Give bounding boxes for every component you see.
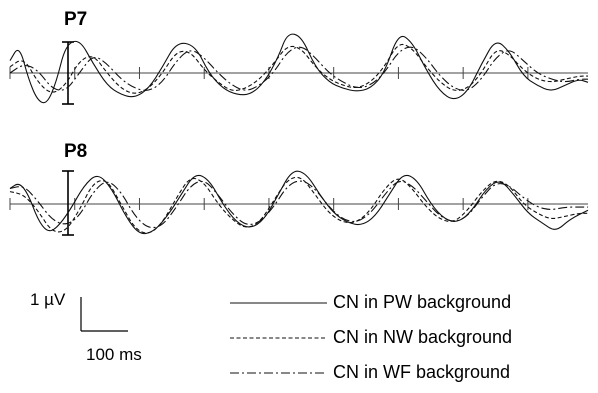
- legend-entry-label: CN in WF background: [333, 362, 510, 382]
- scale-bar-voltage-label: 1 µV: [30, 290, 66, 309]
- panel-title-p8: P8: [64, 141, 87, 162]
- panel-title-p7: P7: [64, 9, 87, 30]
- waveform-p7-dashed: [9, 43, 588, 94]
- waveform-p7-dash-dot: [9, 46, 588, 91]
- waveform-p8-solid: [9, 170, 589, 235]
- waveform-p7-solid: [9, 33, 589, 104]
- waveform-p8-dashed: [9, 176, 588, 234]
- legend-entry-label: CN in NW background: [333, 327, 512, 347]
- legend-entry-label: CN in PW background: [333, 292, 511, 312]
- scale-bar-time-label: 100 ms: [86, 345, 142, 364]
- waveform-p8-dash-dot: [9, 180, 588, 229]
